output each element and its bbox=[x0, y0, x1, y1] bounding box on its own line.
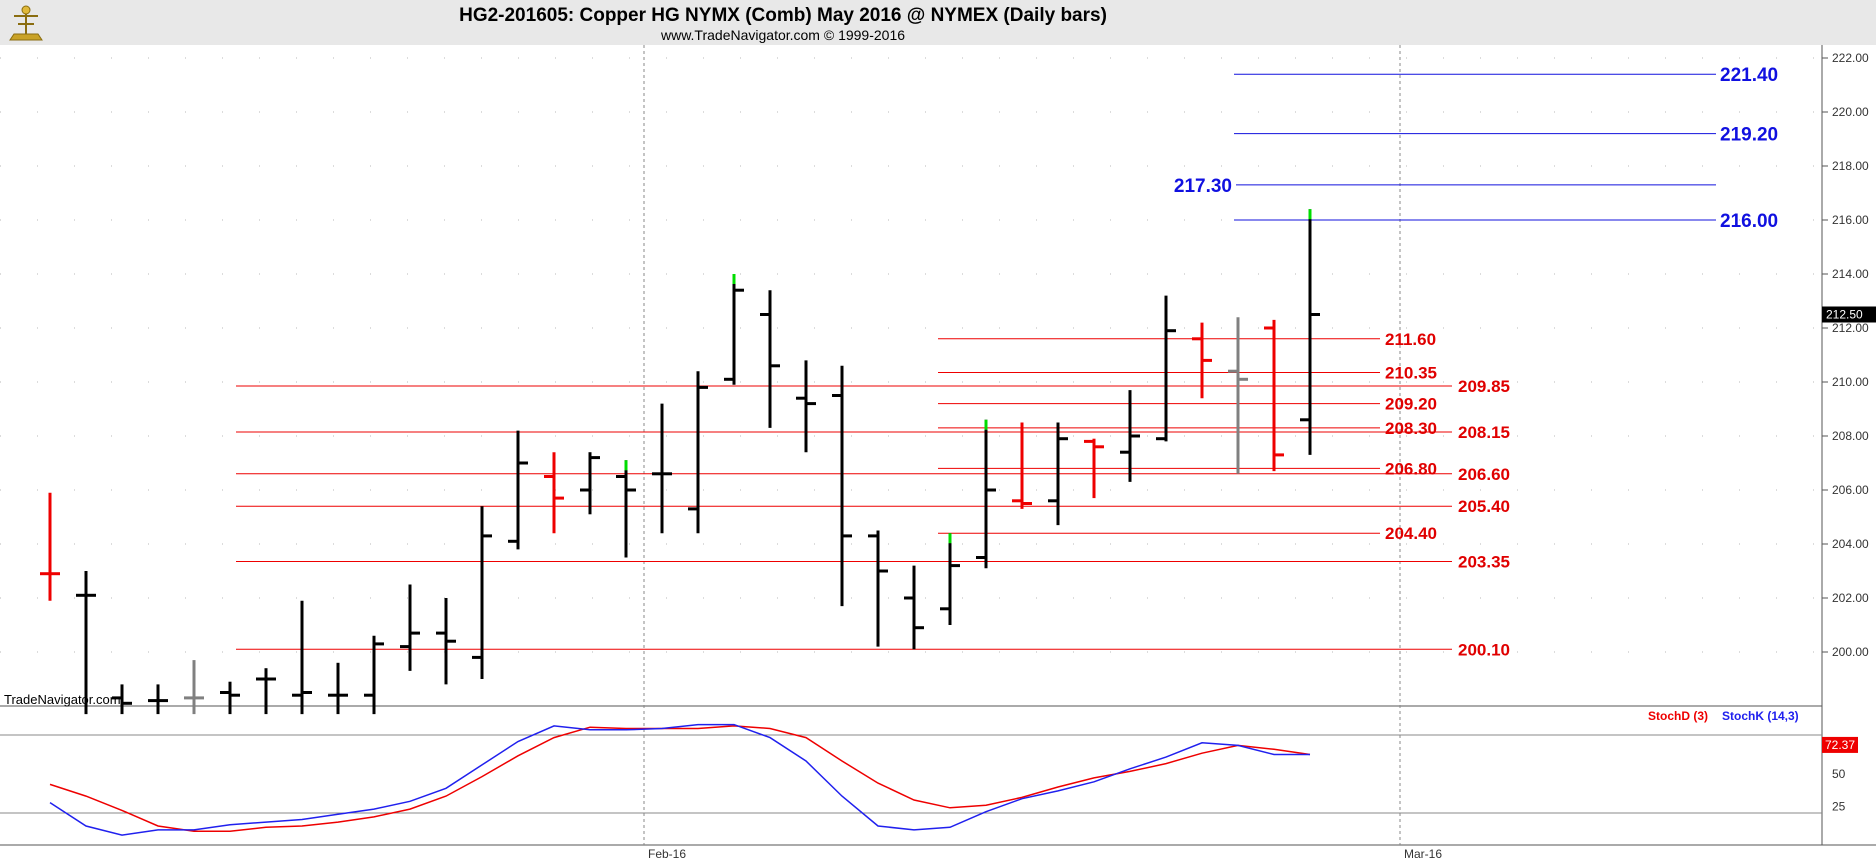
support-level-label: 208.15 bbox=[1458, 423, 1510, 442]
ohlc-bar bbox=[364, 635, 384, 715]
month-separators bbox=[643, 45, 1401, 845]
price-tick-label: 208.00 bbox=[1832, 429, 1869, 443]
ohlc-bar bbox=[184, 660, 204, 715]
ohlc-bar bbox=[1120, 390, 1140, 482]
stoch-series-line bbox=[49, 723, 1310, 836]
stoch-tick-label: 50 bbox=[1832, 767, 1846, 781]
support-level-label: 205.40 bbox=[1458, 497, 1510, 516]
ohlc-bar bbox=[400, 584, 420, 671]
date-tick-label: Mar-16 bbox=[1404, 847, 1442, 861]
ohlc-bar bbox=[328, 662, 348, 715]
resistance-level-label: 208.30 bbox=[1385, 419, 1437, 438]
stoch-series-line bbox=[49, 725, 1311, 832]
chart-title: HG2-201605: Copper HG NYMX (Comb) May 20… bbox=[459, 5, 1107, 26]
resistance-level-label: 211.60 bbox=[1385, 330, 1436, 349]
price-tick-label: 222.00 bbox=[1832, 51, 1869, 65]
ohlc-bar bbox=[1300, 209, 1320, 455]
target-level-label: 219.20 bbox=[1720, 125, 1778, 146]
ohlc-bar bbox=[436, 598, 456, 685]
date-axis: Feb-16 Mar-16 bbox=[648, 847, 1442, 861]
ohlc-bar bbox=[976, 419, 996, 569]
chart-subtitle: www.TradeNavigator.com © 1999-2016 bbox=[660, 27, 905, 43]
target-level-label: 217.30 bbox=[1174, 176, 1232, 197]
resistance-level-label: 210.35 bbox=[1385, 364, 1437, 383]
price-tick-label: 212.00 bbox=[1832, 321, 1869, 335]
ohlc-bar bbox=[544, 452, 564, 534]
support-level-label: 200.10 bbox=[1458, 640, 1510, 659]
target-level-label: 221.40 bbox=[1720, 65, 1778, 86]
support-level-label: 206.60 bbox=[1458, 465, 1510, 484]
price-tick-label: 218.00 bbox=[1832, 159, 1869, 173]
ohlc-bar bbox=[472, 506, 492, 679]
ohlc-bar bbox=[1048, 422, 1068, 526]
ohlc-bar bbox=[832, 365, 852, 607]
stoch-legend-k: StochK (14,3) bbox=[1722, 709, 1799, 723]
ohlc-bar bbox=[1012, 422, 1032, 509]
price-tick-label: 216.00 bbox=[1832, 213, 1869, 227]
ohlc-bar bbox=[148, 684, 168, 715]
price-tick-label: 210.00 bbox=[1832, 375, 1869, 389]
price-tick-label: 202.00 bbox=[1832, 591, 1869, 605]
ohlc-bar bbox=[1192, 322, 1212, 399]
support-level-label: 209.85 bbox=[1458, 377, 1510, 396]
price-axis: 200.00 202.00 204.00 206.00 208.00 210.00 212.… bbox=[1822, 51, 1876, 659]
stochastic-panel: 25 50 72.37 StochD (3) StochK (14,3) bbox=[0, 709, 1858, 836]
ohlc-bar bbox=[508, 430, 528, 550]
date-tick-label: Feb-16 bbox=[648, 847, 686, 861]
stoch-tick-label: 25 bbox=[1832, 800, 1846, 814]
resistance-level-label: 209.20 bbox=[1385, 395, 1437, 414]
ohlc-bar bbox=[652, 403, 672, 534]
ohlc-bar bbox=[292, 600, 312, 715]
logo-icon bbox=[9, 5, 43, 41]
ohlc-bar bbox=[796, 360, 816, 453]
header-bar bbox=[0, 0, 1876, 45]
ohlc-bar bbox=[76, 571, 96, 715]
ohlc-bar bbox=[1228, 317, 1248, 474]
resistance-level-label: 204.40 bbox=[1385, 524, 1437, 543]
price-levels: 200.10 203.35 205.40 206.60 208.15 209.85 204.… bbox=[236, 65, 1778, 659]
last-price-label: 212.50 bbox=[1826, 308, 1863, 322]
ohlc-bars bbox=[40, 209, 1320, 715]
price-tick-label: 214.00 bbox=[1832, 267, 1869, 281]
ohlc-bar bbox=[40, 492, 60, 601]
ohlc-bar bbox=[940, 533, 960, 625]
stoch-last-box bbox=[1822, 736, 1858, 753]
last-price-box bbox=[1822, 306, 1876, 323]
ohlc-bar bbox=[256, 668, 276, 715]
ohlc-bar bbox=[1264, 319, 1284, 472]
ohlc-bar bbox=[904, 565, 924, 650]
ohlc-bar bbox=[688, 371, 708, 534]
ohlc-bar bbox=[1084, 438, 1104, 499]
price-tick-label: 200.00 bbox=[1832, 645, 1869, 659]
ohlc-bar bbox=[760, 290, 780, 428]
ohlc-bar bbox=[220, 681, 240, 715]
ohlc-bar bbox=[616, 460, 636, 558]
stoch-legend-d: StochD (3) bbox=[1648, 709, 1708, 723]
target-level-label: 216.00 bbox=[1720, 211, 1778, 232]
ohlc-bar bbox=[724, 274, 744, 385]
ohlc-bar bbox=[868, 530, 888, 647]
stoch-last-label: 72.37 bbox=[1825, 738, 1855, 752]
support-level-label: 203.35 bbox=[1458, 553, 1510, 572]
ohlc-bar bbox=[580, 452, 600, 515]
ohlc-bar bbox=[112, 684, 132, 715]
watermark: TradeNavigator.com bbox=[4, 692, 121, 707]
price-tick-label: 206.00 bbox=[1832, 483, 1869, 497]
resistance-level-label: 206.80 bbox=[1385, 459, 1437, 478]
price-tick-label: 204.00 bbox=[1832, 537, 1869, 551]
ohlc-bar bbox=[1156, 295, 1176, 442]
price-tick-label: 220.00 bbox=[1832, 105, 1869, 119]
